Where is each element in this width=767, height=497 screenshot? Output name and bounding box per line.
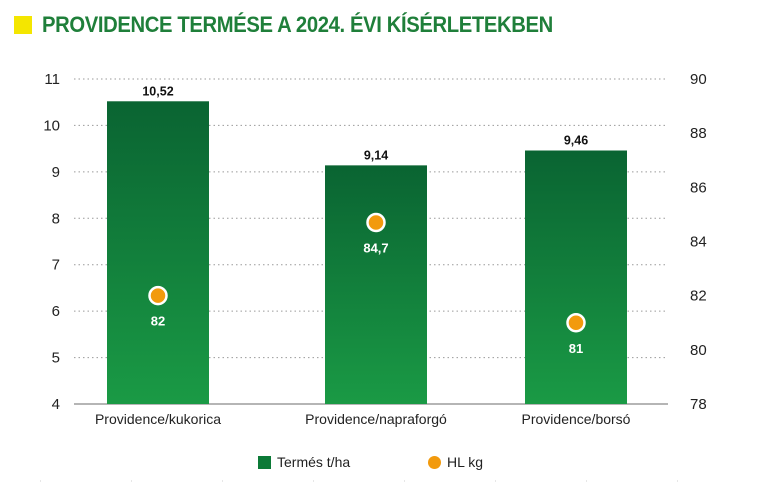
legend-bar-swatch	[258, 455, 271, 469]
y-right-tick-label: 86	[690, 179, 707, 196]
y-right-tick-label: 84	[690, 234, 707, 251]
y-left-tick-label: 9	[52, 164, 60, 181]
y-left-tick-label: 8	[52, 210, 60, 227]
y-left-tick-label: 11	[44, 71, 60, 88]
y-right-tick-label: 80	[690, 342, 707, 359]
bar	[325, 165, 427, 404]
y-right-tick-label: 78	[690, 396, 707, 413]
y-right-tick-label: 82	[690, 288, 707, 305]
hl-value-label: 84,7	[363, 241, 388, 256]
hl-point	[366, 212, 386, 233]
y-left-tick-label: 4	[52, 396, 60, 413]
legend-dot-swatch	[428, 455, 441, 469]
legend-bar-label: Termés t/ha	[277, 454, 351, 470]
category-label: Providence/napraforgó	[305, 411, 447, 427]
bar-value-label: 9,14	[364, 148, 388, 162]
y-left-tick-label: 5	[52, 350, 60, 367]
hl-point	[148, 285, 168, 306]
title-bar: PROVIDENCE TERMÉSE A 2024. ÉVI KÍSÉRLETE…	[14, 12, 597, 38]
hl-value-label: 82	[151, 314, 165, 329]
y-left-tick-label: 6	[52, 303, 60, 320]
chart-title: PROVIDENCE TERMÉSE A 2024. ÉVI KÍSÉRLETE…	[42, 12, 553, 37]
bar	[525, 150, 627, 404]
legend-item-hl: HL kg	[428, 454, 483, 470]
y-left-tick-label: 7	[52, 257, 60, 274]
y-right-tick-label: 88	[690, 125, 707, 142]
bar-value-label: 9,46	[564, 134, 588, 148]
bar	[107, 101, 209, 405]
title-accent-square	[14, 16, 32, 34]
hl-value-label: 81	[569, 341, 583, 356]
hl-point	[566, 313, 586, 333]
y-right-tick-label: 90	[690, 71, 707, 88]
legend-dot-label: HL kg	[447, 454, 484, 470]
category-label: Providence/kukorica	[95, 411, 221, 427]
y-left-tick-label: 10	[43, 117, 60, 134]
bar-value-label: 10,52	[142, 84, 173, 98]
legend: Termés t/ha HL kg	[0, 454, 767, 474]
category-label: Providence/borsó	[522, 411, 631, 427]
legend-item-termes: Termés t/ha	[258, 454, 350, 470]
